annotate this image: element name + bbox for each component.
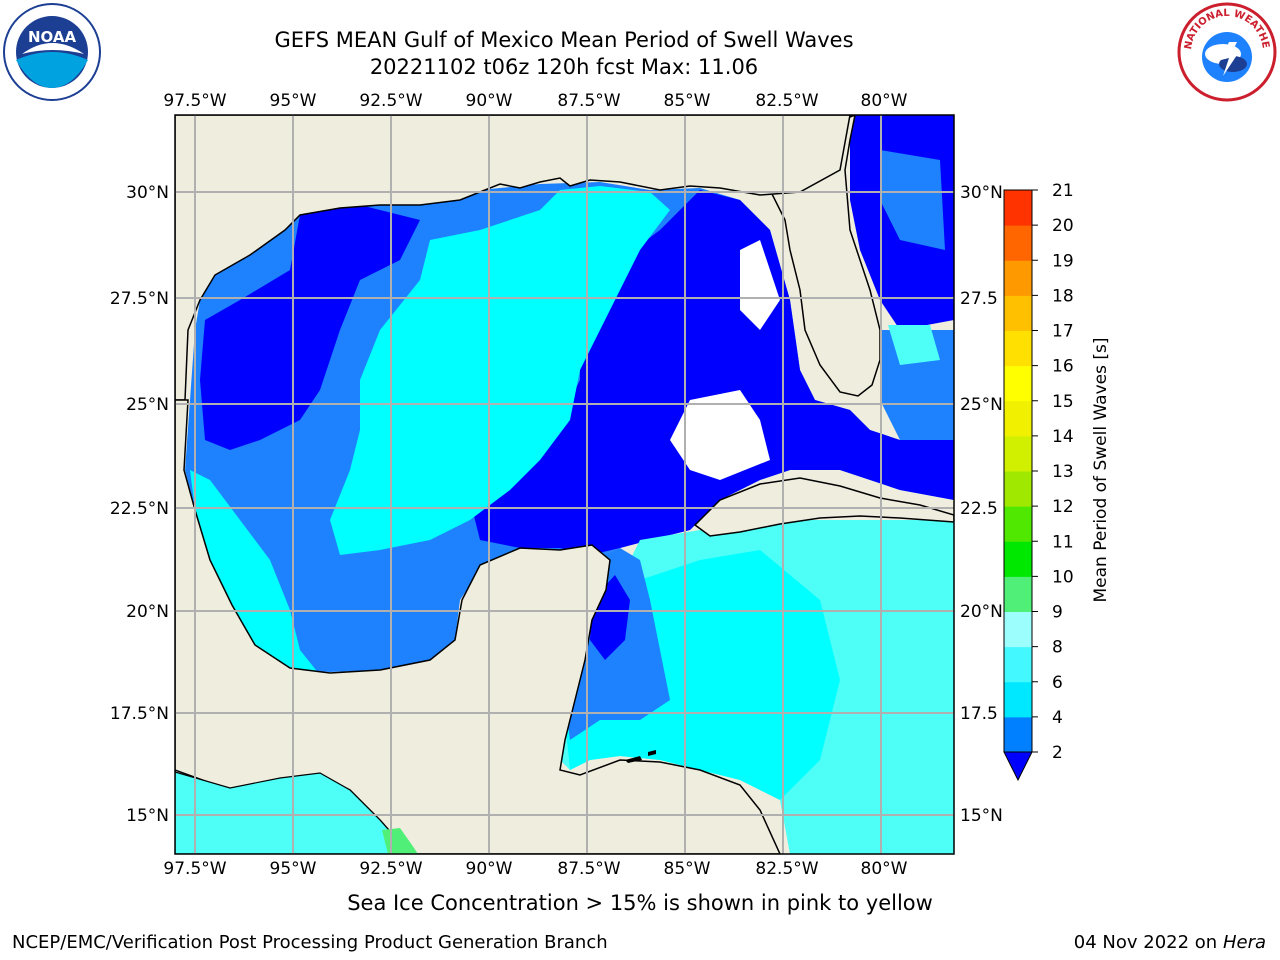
- colorbar-tick-label: 15: [1052, 392, 1074, 412]
- lat-label-left: 17.5°N: [110, 704, 169, 724]
- lat-label-right: 22.5: [960, 499, 998, 519]
- lon-label-bottom: 90°W: [466, 859, 513, 879]
- lon-label-top: 82.5°W: [755, 91, 818, 111]
- colorbar-tick-label: 12: [1052, 497, 1074, 517]
- atlantic-bahamas-cyan: [888, 325, 940, 365]
- colorbar-segment: [1004, 330, 1032, 367]
- colorbar-extend-arrow: [1003, 751, 1033, 782]
- colorbar-tick-label: 18: [1052, 286, 1074, 306]
- colorbar-segment: [1004, 541, 1032, 577]
- colorbar-tick-label: 4: [1052, 708, 1063, 728]
- lat-label-left: 22.5°N: [110, 499, 169, 519]
- sea-ice-note: Sea Ice Concentration > 15% is shown in …: [347, 891, 933, 915]
- colorbar-tick-label: 6: [1052, 673, 1063, 693]
- colorbar-tick-label: 17: [1052, 322, 1074, 342]
- lon-label-top: 92.5°W: [359, 91, 422, 111]
- grid-lines: [175, 115, 954, 854]
- lat-labels-left: 30°N 27.5°N 25°N 22.5°N 20°N 17.5°N 15°N: [110, 183, 169, 826]
- caribbean-islet-1: [625, 756, 642, 763]
- colorbar-tick-label: 14: [1052, 427, 1074, 447]
- colorbar-tick-label: 21: [1052, 181, 1074, 201]
- lat-label-right: 30°N: [960, 183, 1003, 203]
- colorbar-label: Mean Period of Swell Waves [s]: [1091, 338, 1111, 603]
- nodata-patch-2: [740, 240, 780, 330]
- lat-label-right: 20°N: [960, 602, 1003, 622]
- branch-credit: NCEP/EMC/Verification Post Processing Pr…: [12, 932, 608, 953]
- colorbar-segment: [1004, 506, 1032, 542]
- lon-label-top: 87.5°W: [557, 91, 620, 111]
- lon-labels-top: 97.5°W 95°W 92.5°W 90°W 87.5°W 85°W 82.5…: [163, 91, 907, 111]
- colorbar-tick-label: 16: [1052, 357, 1074, 377]
- lat-label-left: 20°N: [126, 602, 169, 622]
- lon-label-top: 95°W: [270, 91, 317, 111]
- colorbar-segment: [1004, 365, 1032, 402]
- colorbar-segment: [1004, 471, 1032, 507]
- colorbar-segment: [1004, 260, 1032, 296]
- host-name: Hera: [1222, 932, 1266, 953]
- date-stamp: 04 Nov 2022 on Hera: [1074, 932, 1266, 953]
- colorbar-segment: [1004, 716, 1032, 753]
- noaa-logo-text: NOAA: [28, 28, 77, 46]
- lon-label-bottom: 95°W: [270, 859, 317, 879]
- lon-labels-bottom: 97.5°W 95°W 92.5°W 90°W 87.5°W 85°W 82.5…: [163, 859, 907, 879]
- map-subtitle: 20221102 t06z 120h fcst Max: 11.06: [369, 55, 759, 79]
- map-title: GEFS MEAN Gulf of Mexico Mean Period of …: [274, 28, 854, 52]
- colorbar-segment: [1004, 435, 1032, 472]
- colorbar-segment: [1004, 295, 1032, 331]
- lat-label-right: 15°N: [960, 806, 1003, 826]
- colorbar-tick-label: 10: [1052, 567, 1074, 587]
- lon-label-bottom: 80°W: [861, 859, 908, 879]
- colorbar-segment: [1004, 646, 1032, 683]
- lon-label-bottom: 85°W: [664, 859, 711, 879]
- lon-label-bottom: 82.5°W: [755, 859, 818, 879]
- map-frame: [174, 114, 955, 855]
- lat-label-left: 27.5°N: [110, 289, 169, 309]
- lon-label-bottom: 97.5°W: [163, 859, 226, 879]
- colorbar-segment: [1004, 576, 1032, 612]
- lat-label-left: 25°N: [126, 395, 169, 415]
- lat-label-right: 17.5: [960, 704, 998, 724]
- lat-label-left: 15°N: [126, 806, 169, 826]
- gulf-region-2-4-west: [200, 205, 420, 450]
- colorbar-tick-label: 20: [1052, 216, 1074, 236]
- lat-labels-right: 30°N 27.5 25°N 22.5 20°N 17.5 15°N: [960, 183, 1003, 826]
- colorbar-segment: [1004, 681, 1032, 718]
- gulf-region-6-8-central: [330, 186, 670, 555]
- lon-label-top: 85°W: [664, 91, 711, 111]
- gulf-region-6-8-west: [190, 470, 320, 675]
- nodata-patch-1: [670, 390, 770, 480]
- atlantic-east-medium: [880, 150, 945, 250]
- gulf-region-2-4-east: [470, 190, 954, 555]
- colorbar-tick-label: 13: [1052, 462, 1074, 482]
- colorbar: 2 4 6 8 9 10 11 12 13 14 15 16 17 18 19 20 21: [1003, 181, 1074, 782]
- date-text: 04 Nov 2022 on: [1073, 932, 1218, 953]
- lon-label-top: 97.5°W: [163, 91, 226, 111]
- lat-label-right: 27.5: [960, 289, 998, 309]
- lon-label-top: 90°W: [466, 91, 513, 111]
- colorbar-segment: [1004, 225, 1032, 261]
- colorbar-tick-label: 2: [1052, 743, 1063, 763]
- lon-label-bottom: 92.5°W: [359, 859, 422, 879]
- colorbar-segment: [1004, 400, 1032, 437]
- map-area: [175, 115, 954, 854]
- noaa-logo: NOAA: [3, 3, 101, 101]
- colorbar-tick-label: 11: [1052, 532, 1074, 552]
- lon-label-top: 80°W: [861, 91, 908, 111]
- us-gulf-coast: [175, 115, 851, 401]
- colorbar-segment: [1004, 190, 1032, 226]
- caribbean-islet-2: [648, 750, 656, 756]
- lat-label-right: 25°N: [960, 395, 1003, 415]
- lon-label-bottom: 87.5°W: [557, 859, 620, 879]
- colorbar-tick-label: 19: [1052, 251, 1074, 271]
- colorbar-tick-label: 9: [1052, 603, 1063, 623]
- nws-logo: NATIONAL WEATHER SERVICE: [1177, 2, 1277, 102]
- colorbar-segment: [1004, 611, 1032, 648]
- lat-label-left: 30°N: [126, 183, 169, 203]
- colorbar-tick-label: 8: [1052, 638, 1063, 658]
